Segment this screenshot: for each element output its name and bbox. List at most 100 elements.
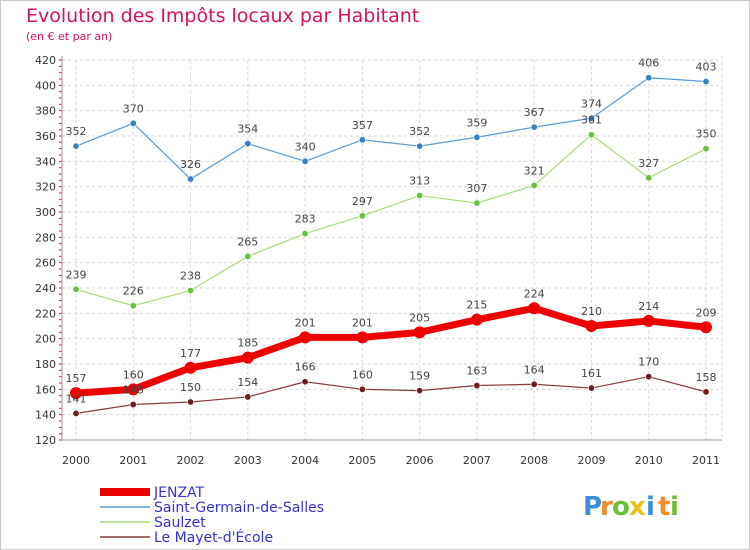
y-tick-label: 280 bbox=[35, 231, 56, 244]
data-label-jenzat: 210 bbox=[581, 305, 602, 318]
data-point-le-mayet-d-cole bbox=[416, 387, 424, 395]
y-tick-label: 180 bbox=[35, 358, 56, 371]
data-point-saulzet bbox=[72, 285, 80, 293]
data-label-saulzet: 350 bbox=[696, 128, 717, 141]
data-point-jenzat bbox=[585, 320, 598, 332]
data-label-le-mayet-d-cole: 158 bbox=[696, 371, 717, 384]
data-label-saint-germain-de-salles: 370 bbox=[123, 102, 144, 115]
data-label-saint-germain-de-salles: 340 bbox=[295, 140, 316, 153]
x-tick-label: 2008 bbox=[520, 454, 548, 467]
data-label-jenzat: 215 bbox=[466, 299, 487, 312]
data-point-jenzat bbox=[184, 361, 197, 374]
data-label-saint-germain-de-salles: 357 bbox=[352, 119, 373, 132]
data-labels: 352 370 326 354 340 357 352 359 367 374 406 403 239 2… bbox=[66, 57, 717, 406]
data-point-le-mayet-d-cole bbox=[301, 378, 309, 386]
data-label-jenzat: 205 bbox=[409, 311, 430, 324]
data-label-jenzat: 185 bbox=[237, 337, 258, 350]
axes: 120 140 160 180 200 220 240 260 280 300 320 340 360 3… bbox=[35, 54, 723, 467]
data-label-le-mayet-d-cole: 141 bbox=[66, 392, 87, 405]
data-label-le-mayet-d-cole: 148 bbox=[123, 384, 144, 397]
series-line-saulzet bbox=[75, 134, 707, 307]
data-point-saulzet bbox=[530, 181, 538, 189]
data-point-le-mayet-d-cole bbox=[358, 385, 366, 393]
data-point-saulzet bbox=[587, 131, 595, 139]
data-point-saint-germain-de-salles bbox=[530, 123, 538, 131]
data-label-le-mayet-d-cole: 166 bbox=[295, 361, 316, 374]
y-tick-label: 340 bbox=[35, 155, 56, 168]
data-point-saint-germain-de-salles bbox=[358, 136, 366, 144]
data-point-saulzet bbox=[645, 174, 653, 182]
data-point-jenzat bbox=[413, 326, 426, 339]
data-label-le-mayet-d-cole: 159 bbox=[409, 370, 430, 383]
data-label-le-mayet-d-cole: 164 bbox=[524, 363, 545, 376]
series-line-le-mayet-d-cole bbox=[75, 376, 707, 414]
data-point-saint-germain-de-salles bbox=[587, 114, 595, 122]
data-point-jenzat bbox=[241, 351, 254, 364]
data-point-le-mayet-d-cole bbox=[72, 409, 80, 417]
logo-letter: r bbox=[600, 492, 613, 522]
data-point-saint-germain-de-salles bbox=[416, 142, 424, 150]
data-label-jenzat: 157 bbox=[66, 372, 87, 385]
data-label-saulzet: 283 bbox=[295, 213, 316, 226]
data-point-saint-germain-de-salles bbox=[129, 119, 137, 127]
series-lines bbox=[70, 74, 712, 417]
data-label-jenzat: 160 bbox=[123, 368, 144, 381]
data-label-jenzat: 209 bbox=[696, 306, 717, 319]
logo-letter: i bbox=[646, 492, 655, 522]
legend-label-le-mayet-d-cole: Le Mayet-d'École bbox=[154, 529, 273, 546]
data-label-saulzet: 307 bbox=[466, 182, 487, 195]
y-tick-label: 260 bbox=[35, 257, 56, 270]
x-tick-label: 2000 bbox=[62, 454, 90, 467]
data-point-le-mayet-d-cole bbox=[587, 384, 595, 392]
data-point-jenzat bbox=[700, 321, 712, 334]
data-point-saulzet bbox=[702, 145, 710, 153]
data-label-saulzet: 327 bbox=[638, 157, 659, 170]
x-tick-label: 2005 bbox=[348, 454, 376, 467]
x-tick-label: 2007 bbox=[463, 454, 491, 467]
data-label-jenzat: 177 bbox=[180, 347, 201, 360]
data-point-le-mayet-d-cole bbox=[530, 380, 538, 388]
x-tick-label: 2011 bbox=[692, 454, 720, 467]
y-tick-label: 140 bbox=[35, 409, 56, 422]
proxiti-logo: Pr o x i t i bbox=[583, 492, 679, 522]
y-tick-label: 200 bbox=[35, 333, 56, 346]
data-point-saint-germain-de-salles bbox=[473, 133, 481, 141]
data-label-jenzat: 201 bbox=[352, 316, 373, 329]
data-label-jenzat: 224 bbox=[524, 287, 545, 300]
data-label-saint-germain-de-salles: 367 bbox=[524, 106, 545, 119]
data-label-le-mayet-d-cole: 163 bbox=[466, 365, 487, 378]
data-label-saint-germain-de-salles: 374 bbox=[581, 97, 602, 110]
data-label-le-mayet-d-cole: 154 bbox=[237, 376, 258, 389]
data-label-saint-germain-de-salles: 403 bbox=[696, 61, 717, 74]
data-point-saint-germain-de-salles bbox=[702, 78, 710, 86]
x-tick-label: 2006 bbox=[406, 454, 434, 467]
data-label-le-mayet-d-cole: 150 bbox=[180, 381, 201, 394]
chart-subtitle: (en € et par an) bbox=[26, 30, 112, 43]
data-label-saulzet: 321 bbox=[524, 164, 545, 177]
legend-label-saint-germain-de-salles: Saint-Germain-de-Salles bbox=[154, 500, 324, 516]
data-label-saulzet: 239 bbox=[66, 268, 87, 281]
data-point-le-mayet-d-cole bbox=[244, 393, 252, 401]
x-tick-label: 2004 bbox=[291, 454, 319, 467]
data-point-saulzet bbox=[301, 230, 309, 238]
logo-letter: P bbox=[583, 492, 602, 522]
y-tick-label: 220 bbox=[35, 307, 56, 320]
data-point-jenzat bbox=[528, 302, 541, 315]
data-label-jenzat: 201 bbox=[295, 316, 316, 329]
legend-label-jenzat: JENZAT bbox=[153, 485, 205, 501]
logo-letter: t bbox=[658, 492, 670, 522]
y-tick-label: 160 bbox=[35, 383, 56, 396]
data-point-saint-germain-de-salles bbox=[244, 140, 252, 148]
data-label-saint-germain-de-salles: 359 bbox=[466, 116, 487, 129]
data-point-saulzet bbox=[416, 192, 424, 200]
x-tick-label: 2001 bbox=[119, 454, 147, 467]
data-label-saulzet: 238 bbox=[180, 270, 201, 283]
data-point-saulzet bbox=[187, 287, 195, 295]
x-tick-label: 2009 bbox=[577, 454, 605, 467]
data-point-le-mayet-d-cole bbox=[702, 388, 710, 396]
series-line-saint-germain-de-salles bbox=[75, 77, 707, 180]
data-point-saulzet bbox=[358, 212, 366, 220]
data-label-saulzet: 265 bbox=[237, 235, 258, 248]
